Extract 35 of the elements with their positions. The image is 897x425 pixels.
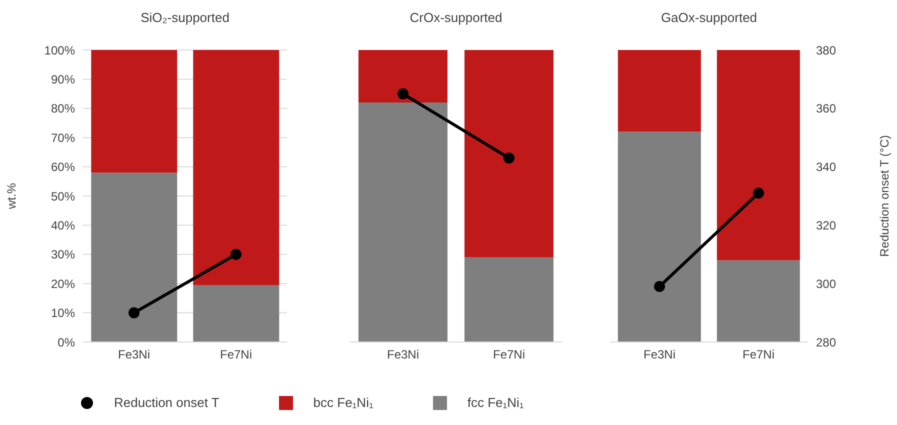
bar <box>193 50 280 286</box>
y2-axis-title: Reduction onset T (°C) <box>877 135 892 257</box>
y-tick-label: 20% <box>50 276 76 291</box>
chart-title: SiO₂-supported <box>140 10 230 25</box>
y-tick-label: 70% <box>50 130 76 145</box>
legend-label: fcc Fe₁Ni₁ <box>467 395 524 410</box>
y-tick-label: 100% <box>44 43 76 58</box>
y-tick-label: 30% <box>50 248 76 262</box>
x-tick-label: Fe3Ni <box>643 348 676 362</box>
y-tick-label: 0% <box>58 335 76 350</box>
y2-tick-label: 380 <box>816 43 836 58</box>
legend-label: Reduction onset T <box>114 395 220 410</box>
legend-label: bcc Fe₁Ni₁ <box>313 395 374 410</box>
y-tick-label: 40% <box>50 218 76 232</box>
y2-tick-label: 300 <box>816 276 836 291</box>
y-tick-label: 90% <box>50 72 76 86</box>
y2-tick-label: 340 <box>816 160 836 174</box>
chart-title: GaOx-supported <box>660 10 758 25</box>
y2-tick-label: 360 <box>816 102 836 116</box>
bar <box>91 172 178 342</box>
x-tick-label: Fe7Ni <box>492 348 526 362</box>
x-tick-label: Fe3Ni <box>386 348 420 362</box>
bar <box>193 285 280 342</box>
y-tick-label: 50% <box>50 189 76 204</box>
bar <box>91 50 178 173</box>
y-tick-label: 60% <box>50 160 76 174</box>
y-tick-label: 10% <box>50 306 76 320</box>
y-tick-label: 80% <box>50 102 76 116</box>
x-tick-label: Fe7Ni <box>742 348 775 362</box>
y2-tick-label: 280 <box>816 335 836 350</box>
chart-title: CrOx-supported <box>408 10 504 25</box>
x-tick-label: Fe3Ni <box>118 348 150 362</box>
y2-tick-label: 320 <box>816 218 836 232</box>
x-tick-label: Fe7Ni <box>220 348 252 362</box>
y-axis-title: wt.% <box>4 182 18 210</box>
